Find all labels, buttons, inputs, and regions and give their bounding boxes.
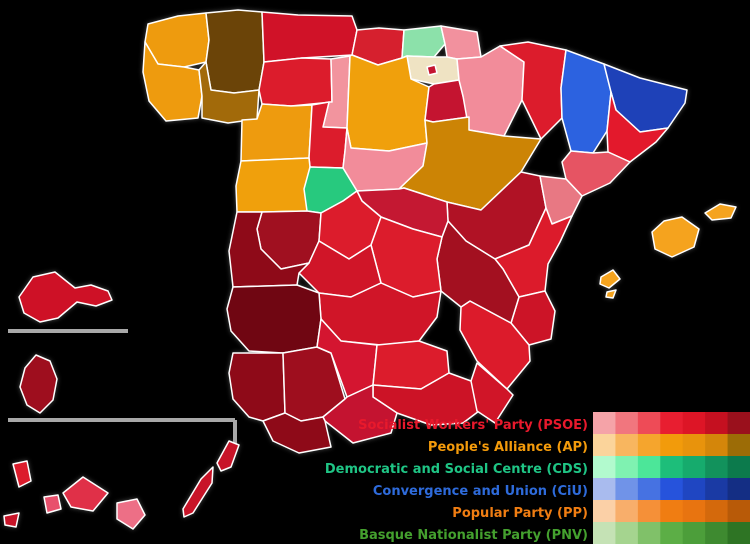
- province-majorca: [651, 216, 700, 258]
- legend-swatch-psoe-3: [637, 412, 661, 434]
- province-asturias: [261, 11, 358, 63]
- legend-swatch-pp-7: [727, 500, 750, 522]
- province-tenerife: [62, 476, 109, 512]
- province-la-gomera: [43, 494, 62, 514]
- province-gipuzkoa: [440, 25, 482, 60]
- province-cadiz: [262, 412, 332, 454]
- legend-swatch-pp-2: [615, 500, 639, 522]
- legend-label-pp: Popular Party (PP): [452, 506, 588, 521]
- legend-swatch-pp-3: [637, 500, 661, 522]
- legend-swatch-cds-5: [682, 456, 706, 478]
- legend-label-psoe: Socialist Workers' Party (PSOE): [358, 418, 588, 433]
- legend-swatch-pp-4: [660, 500, 684, 522]
- legend-swatch-psoe-5: [682, 412, 706, 434]
- legend-label-ap: People's Alliance (AP): [428, 440, 588, 455]
- province-ibiza: [599, 269, 621, 289]
- legend-label-pnv: Basque Nationalist Party (PNV): [359, 528, 588, 543]
- legend-swatch-ciu-3: [637, 478, 661, 500]
- legend-swatch-pnv-1: [593, 522, 616, 544]
- legend-swatch-pp-1: [593, 500, 616, 522]
- province-lanzarote: [216, 440, 240, 472]
- legend-swatch-ciu-7: [727, 478, 750, 500]
- legend-swatch-ap-7: [727, 434, 750, 456]
- province-ourense: [198, 61, 260, 124]
- province-badajoz: [226, 284, 322, 354]
- legend-swatch-ap-5: [682, 434, 706, 456]
- legend-label-ciu: Convergence and Union (CiU): [373, 484, 588, 499]
- legend-swatch-cds-4: [660, 456, 684, 478]
- province-leon: [258, 57, 333, 107]
- legend-swatch-cds-6: [705, 456, 729, 478]
- legend-swatch-pnv-5: [682, 522, 706, 544]
- province-lugo: [205, 9, 265, 94]
- legend-swatch-ciu-1: [593, 478, 616, 500]
- legend-swatch-grid: [593, 412, 750, 544]
- legend-swatch-pnv-7: [727, 522, 750, 544]
- legend-swatch-ap-6: [705, 434, 729, 456]
- province-almeria: [470, 362, 514, 424]
- legend-swatch-cds-7: [727, 456, 750, 478]
- province-fuerteventura: [182, 466, 214, 518]
- legend-swatch-pnv-6: [705, 522, 729, 544]
- canary-inset-lines: [8, 329, 237, 447]
- legend-swatch-ap-4: [660, 434, 684, 456]
- province-caceres: [228, 211, 310, 288]
- province-el-hierro: [3, 512, 20, 528]
- province-salamanca: [235, 157, 311, 213]
- legend-swatch-pnv-3: [637, 522, 661, 544]
- legend-swatch-cds-2: [615, 456, 639, 478]
- province-formentera: [605, 289, 617, 299]
- provinces-layer: [3, 9, 737, 530]
- legend-swatch-ciu-4: [660, 478, 684, 500]
- province-trevino: [426, 64, 438, 76]
- legend-swatch-ciu-5: [682, 478, 706, 500]
- province-menorca: [704, 203, 737, 221]
- legend-swatch-psoe-7: [727, 412, 750, 434]
- legend-swatch-psoe-4: [660, 412, 684, 434]
- legend-swatch-ciu-2: [615, 478, 639, 500]
- legend-swatch-pnv-4: [660, 522, 684, 544]
- province-lleida: [560, 49, 612, 154]
- legend-swatch-pnv-2: [615, 522, 639, 544]
- legend-swatch-cds-3: [637, 456, 661, 478]
- province-tarragona: [561, 150, 631, 197]
- legend-swatch-pp-6: [705, 500, 729, 522]
- province-gran-canaria: [116, 498, 146, 530]
- legend-swatch-psoe-1: [593, 412, 616, 434]
- province-barcelona: [606, 91, 669, 163]
- province-island-inset-1: [18, 271, 113, 323]
- legend: Socialist Workers' Party (PSOE) People's…: [325, 412, 750, 544]
- legend-swatch-ap-1: [593, 434, 616, 456]
- province-la-palma: [12, 460, 32, 488]
- legend-swatch-ap-3: [637, 434, 661, 456]
- legend-label-cds: Democratic and Social Centre (CDS): [325, 462, 588, 477]
- province-navarra: [456, 45, 525, 137]
- legend-swatch-pp-5: [682, 500, 706, 522]
- legend-swatch-ciu-6: [705, 478, 729, 500]
- legend-swatch-cds-1: [593, 456, 616, 478]
- legend-swatch-ap-2: [615, 434, 639, 456]
- province-pontevedra: [142, 41, 203, 122]
- legend-swatch-psoe-2: [615, 412, 639, 434]
- province-malaga: [322, 384, 398, 444]
- legend-swatch-psoe-6: [705, 412, 729, 434]
- province-island-inset-2: [19, 354, 58, 414]
